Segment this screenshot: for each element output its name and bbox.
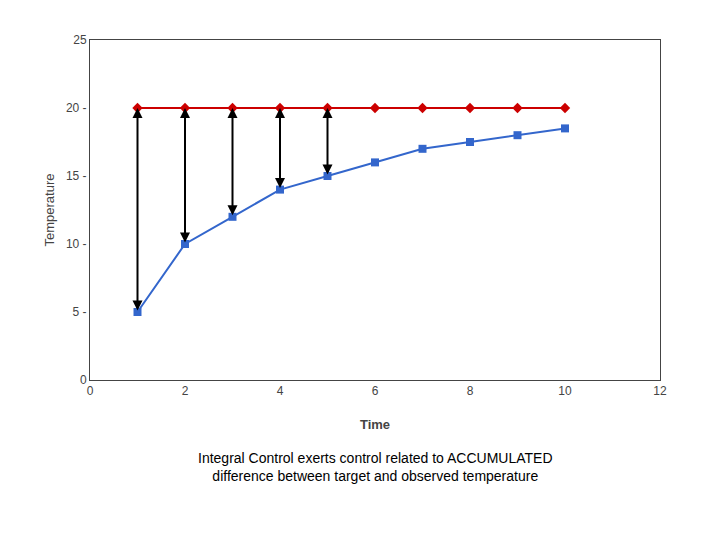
svg-text:10: 10	[558, 384, 572, 398]
svg-text:25: 25	[73, 33, 87, 47]
svg-text:8: 8	[467, 384, 474, 398]
svg-text:Temperature: Temperature	[42, 174, 57, 247]
svg-text:15 -: 15 -	[66, 169, 87, 183]
svg-text:6: 6	[372, 384, 379, 398]
svg-text:10 -: 10 -	[66, 237, 87, 251]
svg-text:0: 0	[87, 384, 94, 398]
svg-text:0: 0	[80, 373, 87, 387]
svg-text:Time: Time	[360, 417, 390, 432]
svg-text:Integral Control exerts contro: Integral Control exerts control related …	[198, 450, 553, 484]
svg-text:5 -: 5 -	[73, 305, 87, 319]
svg-text:12: 12	[653, 384, 667, 398]
svg-text:20 -: 20 -	[66, 101, 87, 115]
svg-text:4: 4	[277, 384, 284, 398]
svg-text:2: 2	[182, 384, 189, 398]
